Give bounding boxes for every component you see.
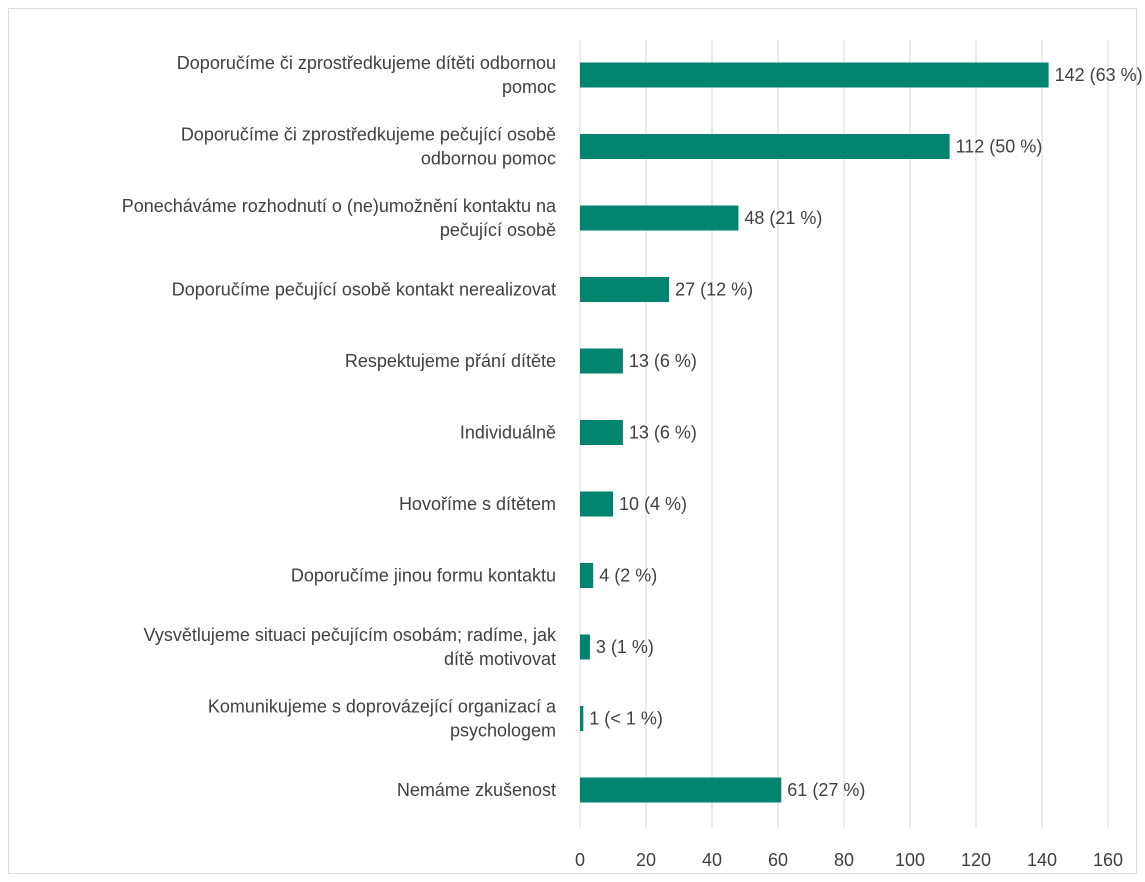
data-label: 13 (6 %) <box>629 351 697 371</box>
category-label: Nemáme zkušenost <box>397 780 556 800</box>
x-tick-label: 0 <box>575 850 585 870</box>
data-label: 1 (< 1 %) <box>589 709 663 729</box>
x-tick-label: 60 <box>768 850 788 870</box>
data-label: 10 (4 %) <box>619 494 687 514</box>
data-label: 61 (27 %) <box>787 780 865 800</box>
data-label: 142 (63 %) <box>1055 65 1143 85</box>
data-label: 4 (2 %) <box>599 566 657 586</box>
x-tick-label: 140 <box>1027 850 1057 870</box>
data-label: 48 (21 %) <box>744 208 822 228</box>
bars <box>580 62 1049 803</box>
x-tick-label: 160 <box>1093 850 1123 870</box>
bar <box>580 634 590 660</box>
bar <box>580 134 950 159</box>
gridlines <box>579 40 1109 828</box>
data-label: 3 (1 %) <box>596 637 654 657</box>
x-tick-label: 40 <box>702 850 722 870</box>
category-label: Komunikujeme s doprovázející organizací … <box>208 697 557 741</box>
x-axis-tick-labels: 0 20 40 60 80 100 120 140 160 <box>575 850 1123 870</box>
data-label: 27 (12 %) <box>675 280 753 300</box>
bar <box>580 420 623 445</box>
x-tick-label: 20 <box>636 850 656 870</box>
category-label: Vysvětlujeme situaci pečujícím osobám; r… <box>144 625 557 669</box>
bar <box>580 62 1049 88</box>
category-label: Respektujeme přání dítěte <box>345 351 556 371</box>
bar <box>580 491 613 517</box>
bar <box>580 777 782 803</box>
category-labels: Doporučíme či zprostředkujeme dítěti odb… <box>122 53 557 800</box>
x-tick-label: 120 <box>961 850 991 870</box>
bar <box>580 563 594 588</box>
data-label: 13 (6 %) <box>629 423 697 443</box>
x-tick-label: 100 <box>895 850 925 870</box>
bar <box>580 277 670 302</box>
data-label: 112 (50 %) <box>956 137 1043 157</box>
category-label: Ponecháváme rozhodnutí o (ne)umožnění ko… <box>122 196 557 240</box>
bar <box>580 348 623 374</box>
category-label: Hovoříme s dítětem <box>399 494 556 514</box>
category-label: Doporučíme pečující osobě kontakt nereal… <box>172 280 556 300</box>
data-labels: 142 (63 %) 112 (50 %) 48 (21 %) 27 (12 %) 13… <box>589 65 1142 800</box>
category-label: Doporučíme či zprostředkujeme pečující o… <box>181 125 556 169</box>
bar <box>580 706 584 731</box>
category-label: Doporučíme jinou formu kontaktu <box>291 566 556 586</box>
bar <box>580 205 739 231</box>
category-label: Doporučíme či zprostředkujeme dítěti odb… <box>177 53 556 97</box>
category-label: Individuálně <box>460 423 556 443</box>
x-tick-label: 80 <box>834 850 854 870</box>
